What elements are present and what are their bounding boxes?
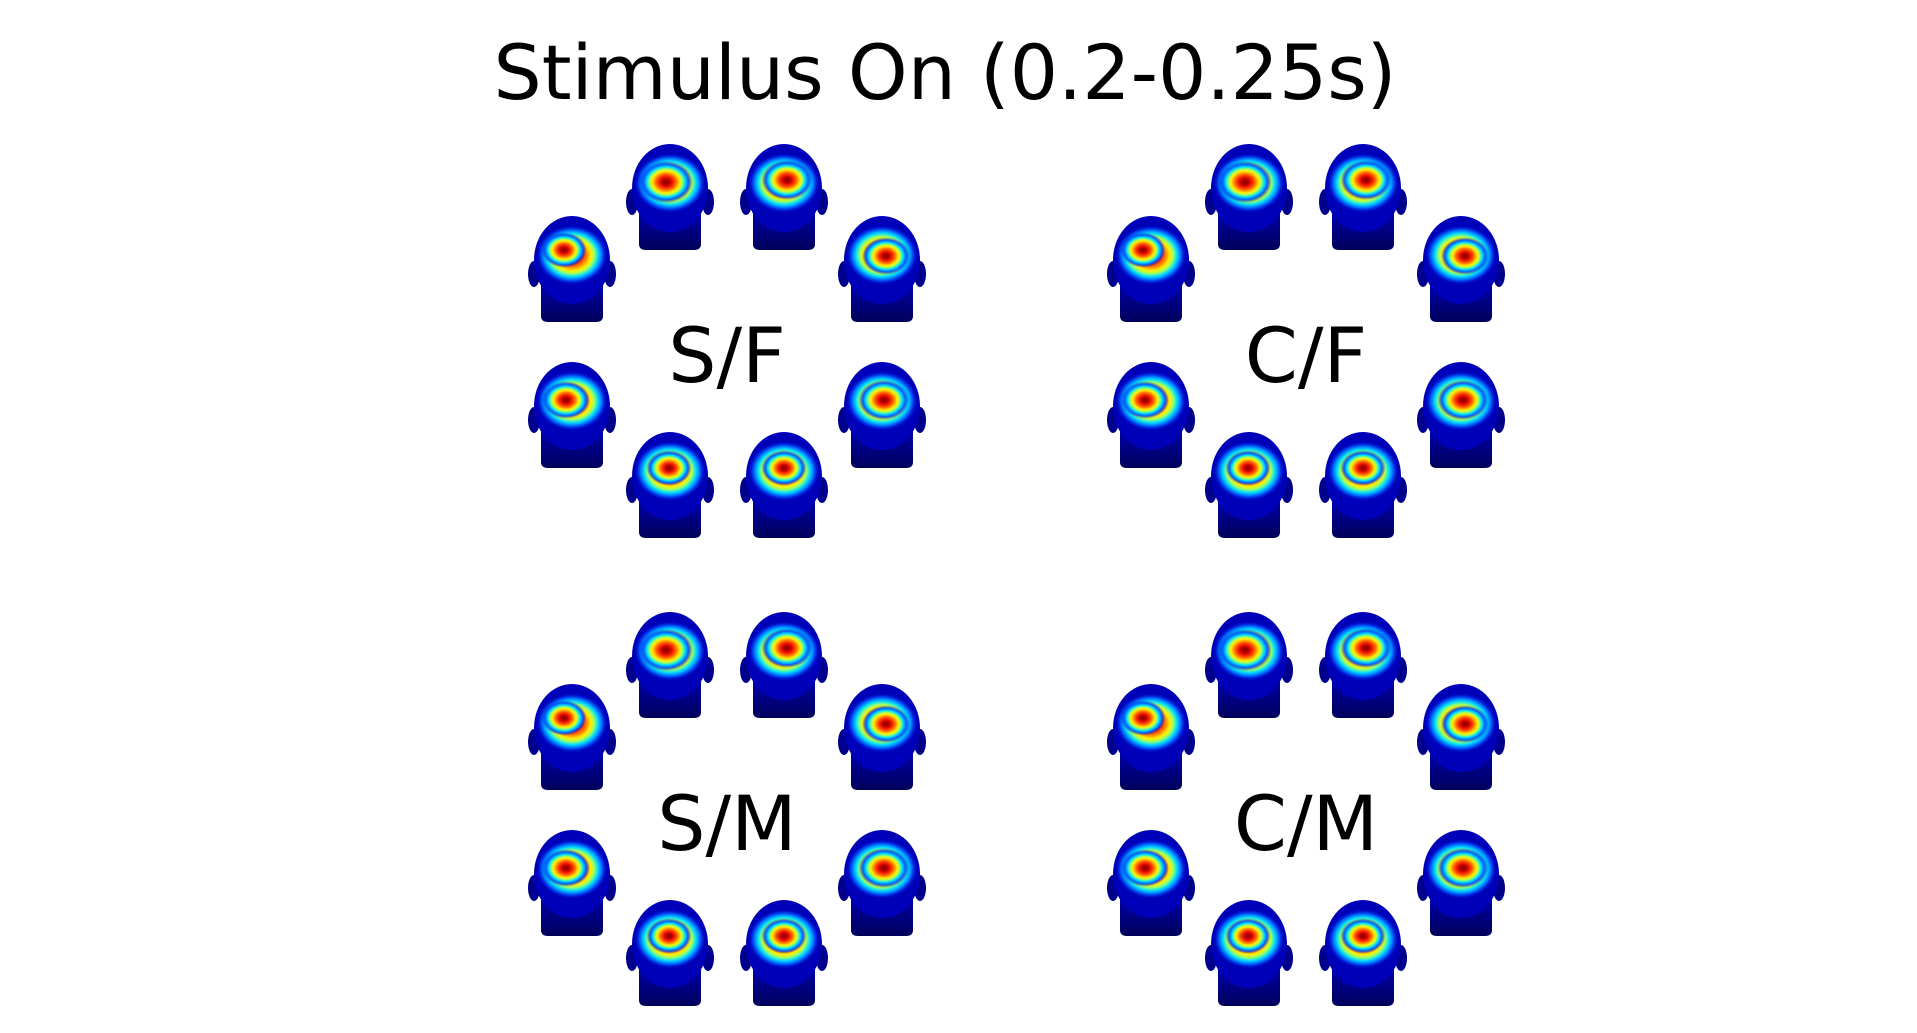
head-topomap (1417, 684, 1505, 790)
activation-blob (1340, 450, 1386, 486)
head-topomap (1205, 900, 1293, 1006)
panel-s-m: S/M (528, 612, 926, 1006)
head-topomap (626, 432, 714, 538)
activation-blob (639, 161, 693, 203)
head-topomap (838, 684, 926, 790)
panel-label: C/M (1234, 779, 1378, 868)
head-topomap (740, 432, 828, 538)
panel-c-f: C/F (1107, 144, 1505, 538)
head-topomap (740, 900, 828, 1006)
head-topomap (1319, 612, 1407, 718)
head-topomap (626, 612, 714, 718)
head-topomap (740, 144, 828, 250)
activation-blob (1218, 161, 1272, 203)
activation-blob (1441, 705, 1489, 743)
head-topomap (838, 216, 926, 322)
head-topomap (1417, 362, 1505, 468)
activation-blob (1437, 380, 1489, 420)
activation-blob (1340, 918, 1386, 954)
activation-blob (541, 700, 587, 736)
head-topomap (838, 830, 926, 936)
head-topomap (1319, 432, 1407, 538)
head-topomap (1205, 612, 1293, 718)
figure-title: Stimulus On (0.2-0.25s) (493, 28, 1397, 117)
activation-blob (1441, 237, 1489, 275)
head-topomap (1205, 144, 1293, 250)
head-topomap (1107, 684, 1195, 790)
head-topomap (1107, 830, 1195, 936)
activation-blob (1225, 918, 1271, 954)
activation-blob (862, 705, 910, 743)
head-topomap (740, 612, 828, 718)
activation-blob (858, 380, 910, 420)
head-topomap (626, 900, 714, 1006)
activation-blob (858, 848, 910, 888)
head-topomap (626, 144, 714, 250)
panel-s-f: S/F (528, 144, 926, 538)
activation-blob (761, 628, 813, 668)
head-topomap (528, 362, 616, 468)
activation-blob (1120, 700, 1166, 736)
head-topomap (528, 684, 616, 790)
head-topomap (1417, 830, 1505, 936)
head-topomap (1417, 216, 1505, 322)
activation-blob (542, 849, 590, 887)
activation-blob (1121, 381, 1169, 419)
activation-blob (761, 918, 807, 954)
activation-blob (761, 160, 813, 200)
activation-blob (761, 450, 807, 486)
activation-blob (542, 381, 590, 419)
head-topomap (1107, 362, 1195, 468)
activation-blob (1437, 848, 1489, 888)
activation-blob (541, 232, 587, 268)
activation-blob (639, 629, 693, 671)
activation-blob (1225, 450, 1271, 486)
panel-label: S/F (668, 311, 786, 400)
head-topomap (1319, 900, 1407, 1006)
activation-blob (1121, 849, 1169, 887)
head-topomap (528, 216, 616, 322)
activation-blob (1218, 629, 1272, 671)
activation-blob (1340, 160, 1392, 200)
panel-c-m: C/M (1107, 612, 1505, 1006)
head-topomap (528, 830, 616, 936)
activation-blob (646, 450, 692, 486)
activation-blob (1120, 232, 1166, 268)
head-topomap (1205, 432, 1293, 538)
activation-blob (1340, 628, 1392, 668)
activation-blob (862, 237, 910, 275)
activation-blob (646, 918, 692, 954)
panel-label: S/M (657, 779, 796, 868)
panel-label: C/F (1245, 311, 1367, 400)
head-topomap (1107, 216, 1195, 322)
head-topomap (838, 362, 926, 468)
head-topomap (1319, 144, 1407, 250)
